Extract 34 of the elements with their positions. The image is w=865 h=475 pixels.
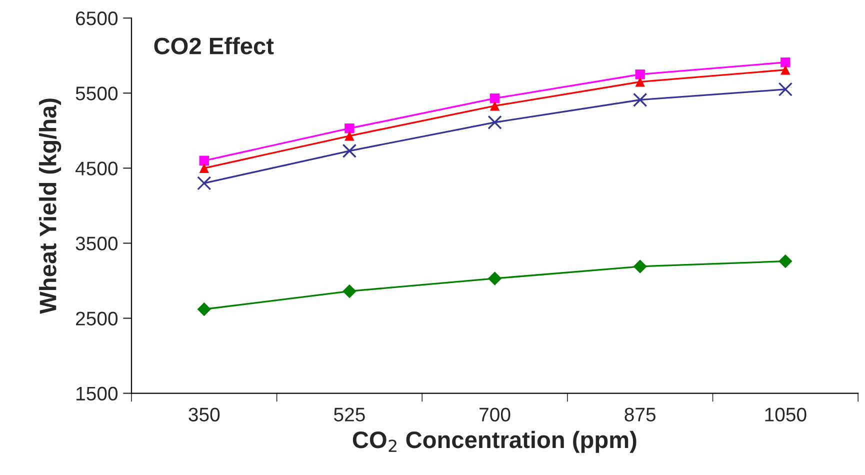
point — [633, 260, 647, 274]
y-axis-title: Wheat Yield (kg/ha) — [39, 98, 62, 314]
point — [199, 156, 209, 166]
point — [490, 100, 500, 111]
point — [780, 57, 790, 68]
point — [635, 76, 645, 87]
x-tick-label: 525 — [334, 408, 365, 422]
y-tick-label: 4500 — [75, 162, 118, 176]
point — [778, 254, 792, 268]
y-tick-label: 2500 — [76, 312, 118, 326]
point — [490, 93, 500, 104]
point — [199, 163, 209, 174]
point — [633, 92, 648, 107]
point — [778, 82, 793, 96]
y-tick-label: 1500 — [76, 386, 118, 401]
point — [344, 131, 354, 141]
y-tick-label: 3500 — [76, 236, 118, 250]
y-tick-label: 6500 — [76, 12, 118, 26]
point — [780, 64, 790, 75]
x-tick-label: 1050 — [765, 408, 806, 422]
x-tick-label: 875 — [624, 408, 656, 422]
x-tick-label: 700 — [480, 408, 510, 422]
x-tick-label: 350 — [188, 408, 220, 422]
point — [635, 69, 645, 80]
text: CO2 Effect — [154, 37, 274, 54]
point — [344, 124, 354, 134]
point — [342, 284, 356, 298]
point — [197, 302, 212, 316]
x-axis-title: CO$_{2}$ Concentration (ppm) — [352, 430, 636, 453]
point — [342, 144, 357, 158]
point — [488, 115, 502, 130]
point — [488, 272, 502, 286]
point — [197, 176, 212, 190]
y-tick-label: 5500 — [76, 86, 118, 100]
